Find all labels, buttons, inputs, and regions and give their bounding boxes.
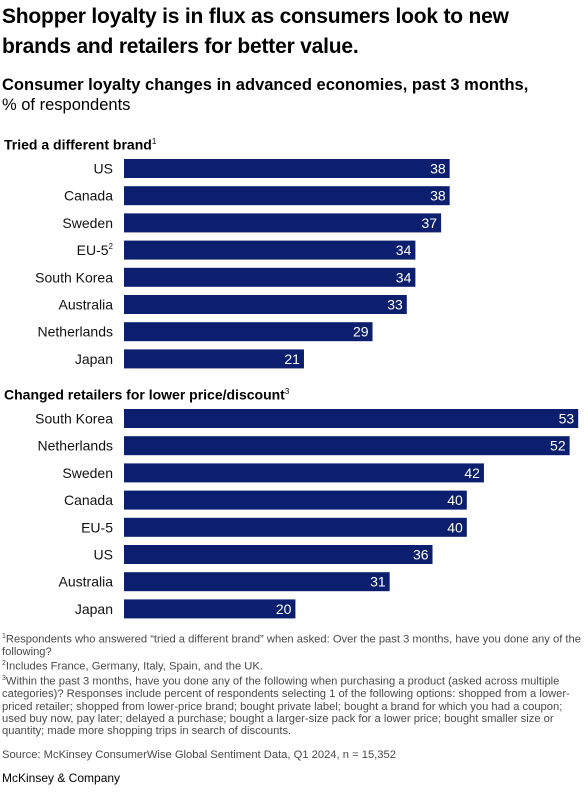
section-title-brand: Tried a different brand1 (4, 133, 156, 154)
category-label-canada: Canada (64, 188, 113, 204)
footnote-3-text: Within the past 3 months, have you done … (2, 676, 570, 738)
value-label-sweden: 42 (464, 465, 480, 481)
bar-eu-5 (124, 240, 416, 260)
bar-south-korea (124, 267, 416, 287)
section-title-retailer-footnote: 3 (284, 387, 290, 396)
value-label-australia: 33 (387, 297, 403, 313)
category-label-south-korea: South Korea (35, 269, 113, 285)
value-label-us: 38 (430, 161, 446, 177)
category-label-japan: Japan (75, 351, 113, 367)
value-label-eu-5: 40 (447, 519, 463, 535)
category-label-south-korea: South Korea (35, 411, 113, 427)
footnote-3-mark: 3 (2, 675, 6, 683)
chart-subtitle: Consumer loyalty changes in advanced eco… (2, 76, 529, 94)
value-label-sweden: 37 (422, 215, 438, 231)
bar-us (124, 545, 433, 564)
headline: Shopper loyalty is in flux as consumers … (2, 5, 509, 58)
category-label-us: US (94, 547, 113, 563)
footnote-2-mark: 2 (2, 660, 6, 668)
category-label-australia: Australia (59, 574, 114, 590)
source-note: Source: McKinsey ConsumerWise Global Sen… (2, 749, 396, 761)
bar-australia (124, 295, 407, 314)
bar-eu-5 (124, 517, 467, 537)
bar-australia (124, 572, 390, 592)
value-label-canada: 38 (430, 188, 446, 204)
value-label-south-korea: 53 (559, 411, 575, 427)
footnote-3: 3Within the past 3 months, have you done… (2, 673, 584, 737)
brand-logo-text: McKinsey & Company (2, 771, 121, 785)
bar-netherlands (124, 436, 570, 456)
category-label-netherlands: Netherlands (38, 324, 114, 340)
chart-unit: % of respondents (2, 96, 131, 114)
value-label-netherlands: 29 (353, 324, 369, 340)
category-label-canada: Canada (64, 492, 113, 508)
value-label-japan: 20 (276, 601, 292, 617)
section-title-retailer: Changed retailers for lower price/discou… (4, 383, 289, 404)
category-label-australia: Australia (59, 297, 114, 313)
category-label-netherlands: Netherlands (38, 438, 114, 454)
category-label-eu-5: EU-5 (81, 519, 113, 535)
value-label-canada: 40 (447, 492, 463, 508)
category-label-eu-5: EU-52 (77, 242, 114, 258)
chart-subtitle-block: Consumer loyalty changes in advanced eco… (2, 75, 582, 115)
footnote-2-text: Includes France, Germany, Italy, Spain, … (5, 661, 263, 674)
value-label-netherlands: 52 (550, 438, 566, 454)
section-title-brand-text: Tried a different brand (4, 136, 152, 153)
bar-canada (124, 186, 450, 206)
bar-sweden (124, 463, 484, 483)
value-label-eu-5: 34 (396, 242, 412, 258)
bar-japan (124, 349, 304, 369)
value-label-japan: 21 (284, 351, 300, 367)
footnote-1: 1Respondents who answered “tried a diffe… (2, 631, 584, 658)
bar-japan (124, 599, 296, 619)
category-label-japan: Japan (75, 601, 113, 617)
chart-changed-retailers: South Korea 53 Netherlands 52 Sweden 42 Canada… (35, 409, 579, 619)
category-label-sweden: Sweden (62, 465, 113, 481)
value-label-south-korea: 34 (396, 269, 412, 285)
chart-tried-different-brand: US 38 Canada 38 Sweden 37 EU-52 34 South Korea 34… (35, 159, 450, 369)
value-label-australia: 31 (370, 574, 386, 590)
bar-south-korea (124, 409, 579, 428)
footnote-1-text: Respondents who answered “tried a differ… (2, 633, 581, 659)
bar-canada (124, 490, 467, 510)
category-label-sweden: Sweden (62, 215, 113, 231)
value-label-us: 36 (413, 547, 429, 563)
bar-netherlands (124, 322, 373, 342)
footnote-2: 2Includes France, Germany, Italy, Spain,… (2, 658, 584, 673)
section-title-retailer-text: Changed retailers for lower price/discou… (4, 386, 285, 403)
footnotes: 1Respondents who answered “tried a diffe… (2, 631, 584, 738)
category-label-us: US (94, 161, 113, 177)
bar-us (124, 159, 450, 178)
bar-sweden (124, 213, 442, 233)
footnote-1-mark: 1 (2, 633, 6, 640)
section-title-brand-footnote: 1 (151, 137, 157, 146)
